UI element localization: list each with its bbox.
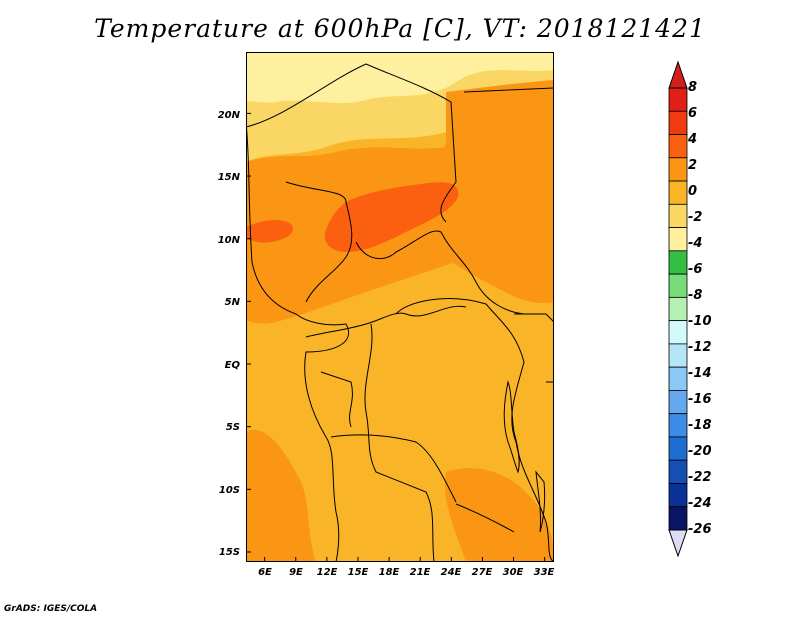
- colorbar-label: 0: [688, 184, 698, 199]
- border-east: [463, 87, 554, 383]
- border-4: [305, 305, 467, 338]
- colorbar-bottom-arrow: [668, 529, 688, 558]
- country-borders: [246, 63, 554, 562]
- colorbar-box: [668, 343, 688, 368]
- colorbar-box: [668, 506, 688, 531]
- colorbar-label: -14: [688, 366, 712, 381]
- lat-label: 10N: [217, 235, 240, 246]
- lat-label: 20N: [217, 110, 240, 121]
- colorbar-box: [668, 87, 688, 112]
- colorbar-label: 6: [688, 106, 698, 121]
- fill-warm-southeast: [445, 468, 554, 562]
- colorbar-label: -4: [688, 236, 703, 251]
- lon-label: 24E: [440, 567, 462, 578]
- lat-label: 15S: [218, 547, 240, 558]
- colorbar-box: [668, 227, 688, 252]
- fill-warm-south: [246, 430, 316, 562]
- colorbar-label: -12: [688, 340, 712, 355]
- colorbar-box: [668, 273, 688, 298]
- border-3: [355, 230, 525, 315]
- colorbar-label: -20: [688, 444, 712, 459]
- border-9: [455, 503, 515, 533]
- colorbar-box: [668, 203, 688, 228]
- colorbar-label: 4: [688, 132, 698, 147]
- border-5: [364, 323, 435, 562]
- lon-label: 27E: [471, 567, 493, 578]
- map-border: [246, 52, 554, 562]
- colorbar: [668, 60, 688, 558]
- lat-label: EQ: [224, 360, 240, 371]
- border-2: [285, 181, 353, 303]
- lon-label: 30E: [502, 567, 524, 578]
- lake-malawi: [535, 470, 546, 533]
- lon-label: 21E: [409, 567, 431, 578]
- lat-label: 5N: [224, 297, 240, 308]
- colorbar-box: [668, 436, 688, 461]
- colorbar-box: [668, 366, 688, 391]
- lat-label: 10S: [218, 485, 240, 496]
- border-8: [330, 434, 457, 503]
- border-1: [246, 63, 457, 223]
- colorbar-label: 2: [688, 158, 698, 173]
- lon-label: 6E: [258, 567, 272, 578]
- lon-label: 12E: [316, 567, 338, 578]
- lon-label: 9E: [289, 567, 303, 578]
- colorbar-label: -24: [688, 496, 712, 511]
- colorbar-label: -16: [688, 392, 712, 407]
- lon-label: 33E: [533, 567, 555, 578]
- chart-title: Temperature at 600hPa [C], VT: 201812142…: [94, 14, 706, 43]
- colorbar-label: -10: [688, 314, 712, 329]
- lon-label: 18E: [378, 567, 400, 578]
- colorbar-label: -22: [688, 470, 712, 485]
- colorbar-box: [668, 110, 688, 135]
- lat-label: 5S: [225, 422, 240, 433]
- coastline-west: [246, 121, 349, 562]
- colorbar-box: [668, 483, 688, 508]
- axis-ticks: [246, 112, 546, 562]
- colorbar-label: -6: [688, 262, 703, 277]
- temperature-map: [246, 52, 554, 562]
- border-6: [395, 298, 554, 562]
- colorbar-box: [668, 459, 688, 484]
- lake-tanganyika: [503, 380, 520, 474]
- fill-hot-west: [246, 220, 294, 243]
- colorbar-label: -26: [688, 522, 712, 537]
- colorbar-box: [668, 180, 688, 205]
- colorbar-box: [668, 296, 688, 322]
- colorbar-label: 8: [688, 80, 698, 95]
- colorbar-box: [668, 134, 688, 159]
- colorbar-label: -8: [688, 288, 703, 303]
- colorbar-box: [668, 157, 688, 182]
- lon-label: 15E: [347, 567, 369, 578]
- colorbar-box: [668, 320, 688, 345]
- fill-hot-core: [324, 182, 459, 252]
- colorbar-boxes: [668, 87, 688, 531]
- colorbar-box: [668, 390, 688, 415]
- grads-credit: GrADS: IGES/COLA: [4, 604, 98, 614]
- border-7: [320, 371, 353, 428]
- colorbar-label: -18: [688, 418, 712, 433]
- colorbar-top-arrow: [668, 60, 688, 89]
- lat-label: 15N: [217, 172, 240, 183]
- colorbar-label: -2: [688, 210, 703, 225]
- colorbar-box: [668, 413, 688, 438]
- colorbar-box: [668, 250, 688, 275]
